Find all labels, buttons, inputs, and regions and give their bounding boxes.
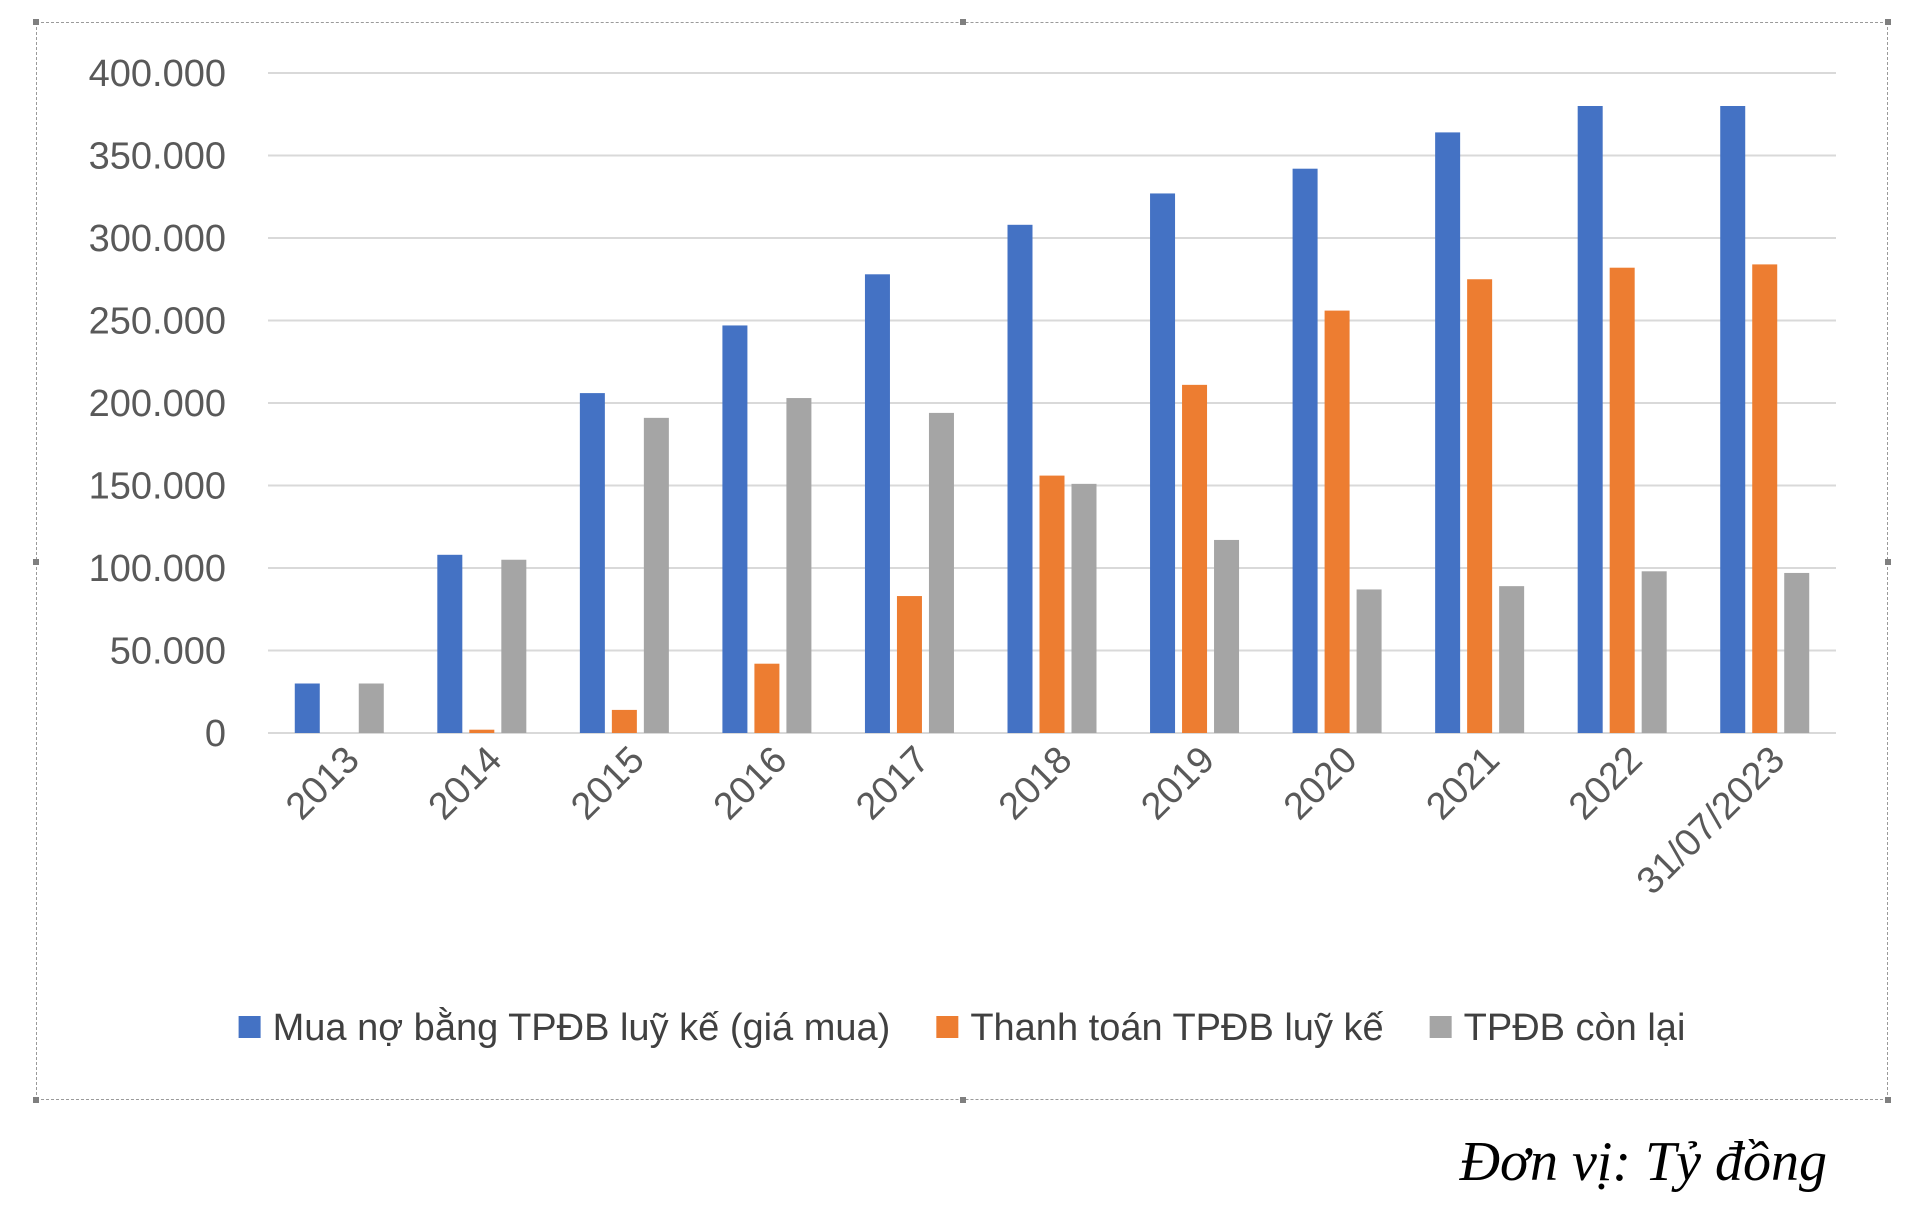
- y-tick-label: 0: [205, 713, 226, 755]
- bar-2019-series-1: [1150, 193, 1176, 733]
- bar-2021-series-2: [1467, 279, 1493, 733]
- bar-2020-series-2: [1324, 310, 1350, 733]
- legend-item-series-3: TPĐB còn lại: [1429, 1007, 1686, 1049]
- x-tick-label: 2013: [278, 739, 367, 828]
- bar-31-07-2023-series-3: [1784, 572, 1810, 733]
- bar-2019-series-2: [1182, 384, 1208, 733]
- resize-handle-top-left[interactable]: [33, 19, 39, 25]
- x-tick-label: 2014: [421, 739, 510, 828]
- bar-2016-series-2: [754, 663, 780, 733]
- bar-2014-series-2: [469, 729, 495, 733]
- bar-2014-series-1: [437, 554, 463, 733]
- bar-2015-series-3: [643, 417, 669, 733]
- resize-handle-top-middle[interactable]: [960, 19, 966, 25]
- bar-2015-series-2: [611, 709, 637, 733]
- legend-swatch: [936, 1016, 959, 1038]
- bar-2018-series-1: [1007, 224, 1033, 734]
- resize-handle-bottom-left[interactable]: [33, 1097, 39, 1103]
- x-tick-label: 2019: [1133, 739, 1222, 828]
- resize-handle-middle-right[interactable]: [1885, 559, 1891, 565]
- legend-label: TPĐB còn lại: [1464, 1007, 1686, 1049]
- x-tick-label: 2021: [1419, 739, 1508, 828]
- bar-2013-series-3: [358, 683, 384, 733]
- x-tick-label: 2018: [991, 739, 1080, 828]
- bar-31-07-2023-series-2: [1752, 264, 1778, 733]
- x-tick-label: 2016: [706, 739, 795, 828]
- bar-2014-series-3: [501, 559, 527, 733]
- x-tick-label: 2017: [848, 739, 937, 828]
- y-tick-label: 50.000: [110, 631, 226, 673]
- bar-2018-series-3: [1071, 483, 1097, 733]
- bar-2015-series-1: [579, 393, 605, 733]
- x-tick-label: 2015: [563, 739, 652, 828]
- resize-handle-bottom-middle[interactable]: [960, 1097, 966, 1103]
- bar-2020-series-1: [1292, 168, 1318, 733]
- y-tick-label: 300.000: [89, 218, 226, 260]
- x-tick-label: 2020: [1276, 739, 1365, 828]
- y-tick-label: 350.000: [89, 136, 226, 178]
- bar-2013-series-1: [294, 683, 320, 733]
- y-tick-label: 250.000: [89, 301, 226, 343]
- x-tick-label: 31/07/2023: [1629, 739, 1793, 903]
- resize-handle-bottom-right[interactable]: [1885, 1097, 1891, 1103]
- unit-note: Đơn vị: Tỷ đồng: [1459, 1131, 1827, 1193]
- bar-2020-series-3: [1356, 589, 1382, 733]
- y-tick-label: 400.000: [89, 53, 226, 95]
- y-tick-label: 100.000: [89, 548, 226, 590]
- bar-2017-series-3: [928, 412, 954, 733]
- legend-item-series-2: Thanh toán TPĐB luỹ kế: [936, 1007, 1384, 1049]
- bar-2016-series-1: [722, 325, 748, 733]
- bar-2017-series-2: [896, 596, 922, 733]
- bars: [294, 106, 1810, 734]
- bar-2022-series-2: [1609, 267, 1635, 733]
- bar-2017-series-1: [864, 274, 890, 733]
- legend-swatch: [238, 1016, 261, 1038]
- y-axis-tick-labels: 0 50.000 100.000 150.000 200.000 250.000 300.0…: [89, 53, 226, 755]
- legend-item-series-1: Mua nợ bằng TPĐB luỹ kế (giá mua): [238, 1006, 891, 1049]
- legend-swatch: [1429, 1016, 1452, 1038]
- bar-2022-series-1: [1577, 106, 1603, 733]
- bar-2022-series-3: [1641, 571, 1667, 733]
- x-tick-label: 2022: [1561, 739, 1650, 828]
- bar-2016-series-3: [786, 398, 812, 733]
- resize-handle-middle-left[interactable]: [33, 559, 39, 565]
- bar-31-07-2023-series-1: [1720, 106, 1746, 733]
- x-axis-tick-labels: 2013 2014 2015 2016 2017 2018 2019 2020 2021 2022…: [278, 739, 1793, 903]
- bar-2019-series-3: [1214, 539, 1240, 733]
- legend-label: Mua nợ bằng TPĐB luỹ kế (giá mua): [273, 1006, 891, 1049]
- legend: Mua nợ bằng TPĐB luỹ kế (giá mua) Thanh t…: [238, 1006, 1686, 1049]
- chart-frame: [33, 19, 1891, 1103]
- bar-2021-series-3: [1499, 586, 1525, 733]
- bar-2018-series-2: [1039, 475, 1065, 733]
- legend-label: Thanh toán TPĐB luỹ kế: [970, 1007, 1383, 1049]
- resize-handle-top-right[interactable]: [1885, 19, 1891, 25]
- y-tick-label: 200.000: [89, 383, 226, 425]
- bar-chart: 0 50.000 100.000 150.000 200.000 250.000 300.0…: [89, 53, 1836, 1049]
- y-tick-label: 150.000: [89, 466, 226, 508]
- bar-2021-series-1: [1435, 132, 1461, 733]
